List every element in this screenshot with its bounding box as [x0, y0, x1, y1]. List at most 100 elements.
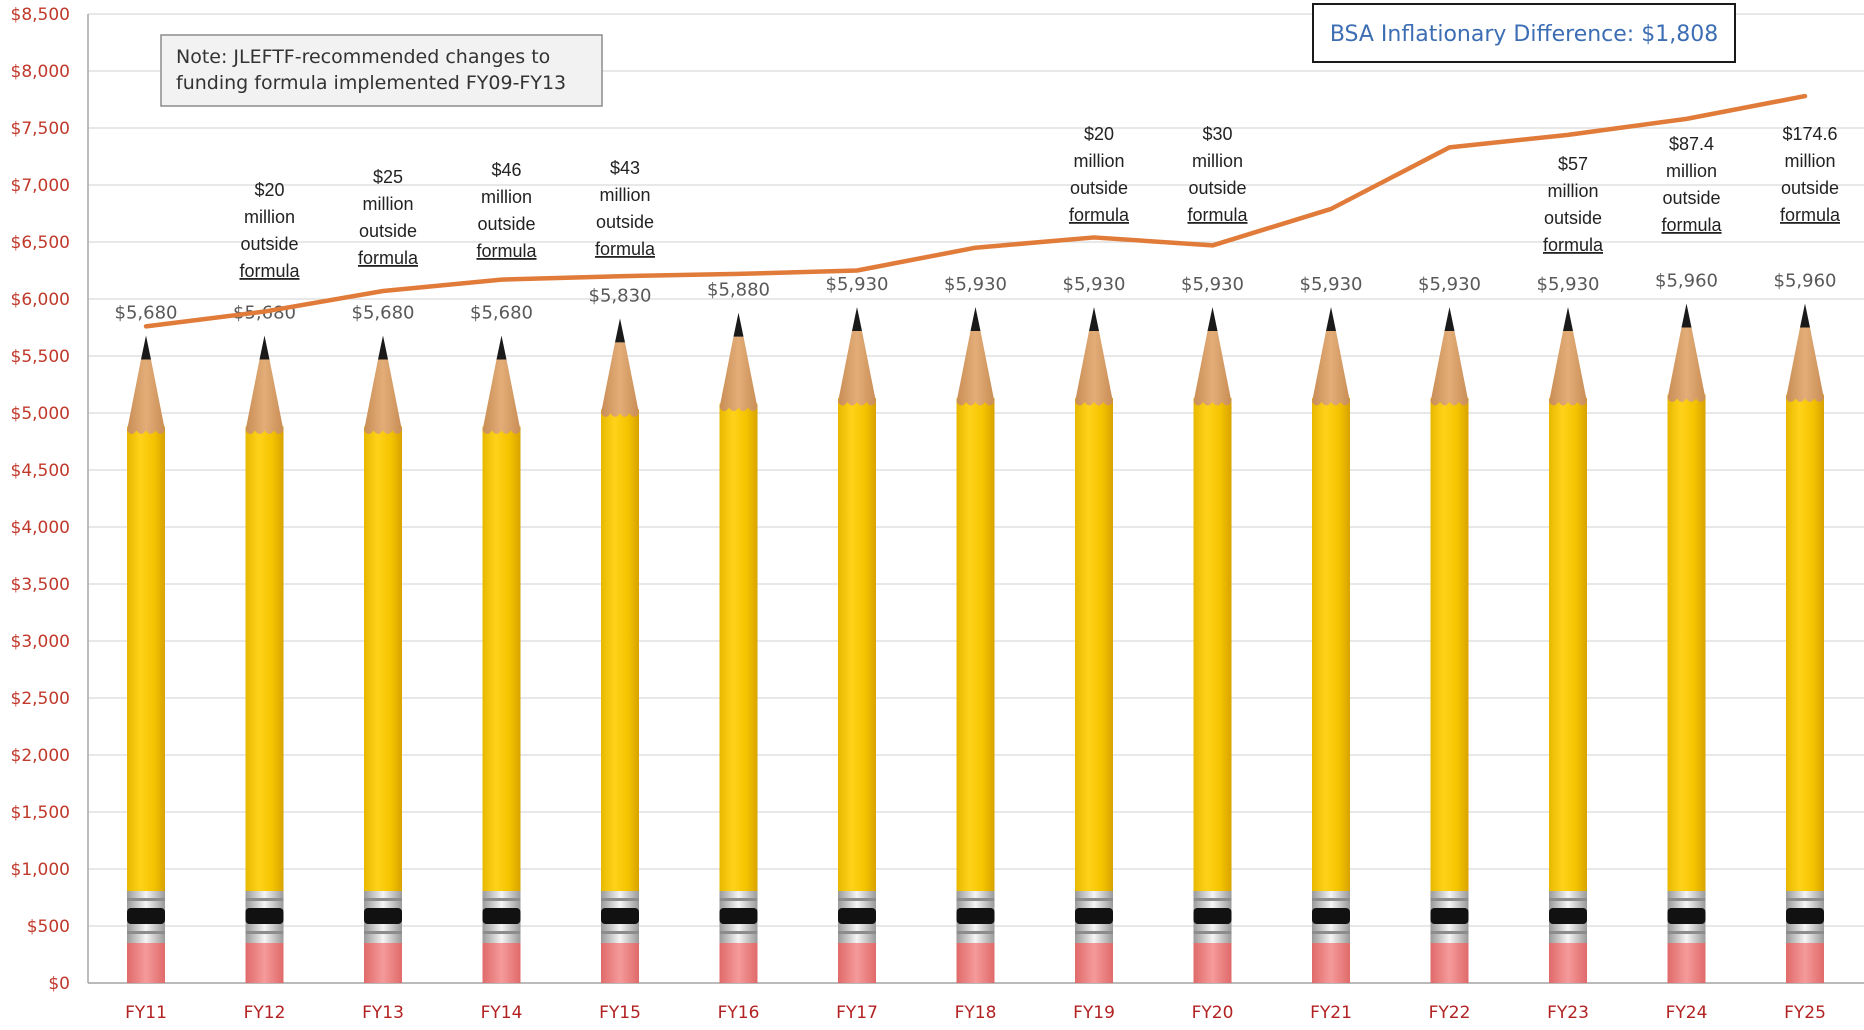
pencil-wood-tip — [838, 330, 876, 406]
pencil-band — [364, 908, 402, 924]
value-label: $5,680 — [352, 302, 415, 323]
pencil-bar — [245, 335, 284, 983]
annotation-line: outside — [240, 234, 298, 254]
pencil-ferrule-ridge — [956, 931, 995, 934]
note-line-2: funding formula implemented FY09-FY13 — [176, 72, 566, 94]
annotation-line: million — [1073, 151, 1124, 171]
pencil-ferrule-ridge — [1549, 931, 1587, 934]
y-tick-label: $3,500 — [11, 575, 70, 595]
pencil-ferrule-ridge — [482, 898, 521, 901]
pencil-eraser — [956, 943, 995, 983]
y-tick-label: $6,500 — [11, 233, 70, 253]
y-tick-label: $5,500 — [11, 347, 70, 367]
pencil-ferrule-ridge — [1075, 931, 1113, 934]
annotation: $87.4 million outside formula — [1661, 134, 1722, 235]
x-tick-label: FY20 — [1192, 1003, 1234, 1023]
y-tick-label: $500 — [27, 917, 70, 937]
pencil-body — [1549, 397, 1587, 891]
pencil-body — [1786, 394, 1824, 891]
annotation-line: formula — [358, 248, 419, 268]
annotation: $46 million outside formula — [476, 160, 537, 261]
bsa-callout-text: BSA Inflationary Difference: $1,808 — [1330, 22, 1718, 47]
pencil-ferrule-ridge — [956, 898, 995, 901]
pencil-body — [245, 426, 284, 891]
value-label: $5,930 — [1418, 274, 1481, 295]
pencil-lead — [1800, 303, 1810, 328]
annotation-line: formula — [1187, 205, 1248, 225]
pencil-ferrule-ridge — [1193, 898, 1232, 901]
x-axis: FY11 FY12 FY13 FY14 FY15 FY16 FY17 FY18 FY19 FY20… — [88, 982, 1864, 1023]
pencil-bar — [1312, 306, 1350, 983]
pencil-eraser — [364, 943, 402, 983]
y-tick-label: $0 — [48, 974, 70, 994]
pencil-eraser — [1667, 943, 1706, 983]
value-label: $5,960 — [1774, 271, 1837, 292]
pencil-lead — [970, 306, 981, 331]
pencil-bar — [719, 312, 758, 983]
note-box: Note: JLEFTF-recommended changes to fund… — [160, 34, 603, 107]
pencil-body — [1193, 397, 1232, 891]
pencil-ferrule-ridge — [601, 931, 639, 934]
pencil-bar — [1549, 306, 1587, 983]
pencil-lead — [378, 335, 388, 360]
pencil-band — [245, 908, 284, 924]
note-line-1: Note: JLEFTF-recommended changes to — [176, 46, 550, 68]
pencil-bar — [1667, 303, 1706, 983]
pencil-band — [838, 908, 876, 924]
pencil-bar — [1430, 306, 1469, 983]
pencil-body — [838, 397, 876, 891]
pencil-ferrule-ridge — [245, 898, 284, 901]
pencil-eraser — [245, 943, 284, 983]
pencil-wood-tip — [1786, 327, 1824, 403]
annotation-line: $57 — [1558, 154, 1588, 174]
pencil-ferrule-ridge — [719, 898, 758, 901]
annotation-line: $87.4 — [1669, 134, 1714, 154]
x-tick-label: FY18 — [955, 1003, 997, 1023]
pencil-band — [1549, 908, 1587, 924]
annotation: $43 million outside formula — [595, 158, 656, 259]
pencil-wood-tip — [364, 359, 402, 434]
annotation-line: outside — [1781, 178, 1839, 198]
pencil-lead — [1089, 306, 1099, 331]
value-label: $5,930 — [944, 274, 1007, 295]
value-label: $5,880 — [707, 280, 770, 301]
pencil-eraser — [1312, 943, 1350, 983]
pencil-band — [719, 908, 758, 924]
annotation-line: outside — [359, 221, 417, 241]
annotation-line: outside — [1070, 178, 1128, 198]
x-tick-label: FY11 — [125, 1003, 167, 1023]
pencil-ferrule-ridge — [245, 931, 284, 934]
pencil-band — [1667, 908, 1706, 924]
x-tick-label: FY19 — [1073, 1003, 1115, 1023]
pencil-bar — [956, 306, 995, 983]
annotation-line: million — [362, 194, 413, 214]
pencil-body — [364, 426, 402, 891]
annotation-line: outside — [596, 212, 654, 232]
x-tick-label: FY13 — [362, 1003, 404, 1023]
x-tick-label: FY24 — [1666, 1003, 1708, 1023]
annotation: $57 million outside formula — [1543, 154, 1604, 255]
pencil-eraser — [719, 943, 758, 983]
value-label: $5,930 — [1537, 274, 1600, 295]
pencil-eraser — [1075, 943, 1113, 983]
annotation-line: formula — [476, 241, 537, 261]
pencil-ferrule-ridge — [719, 931, 758, 934]
annotation-line: million — [481, 187, 532, 207]
y-axis: $0 $500 $1,000 $1,500 $2,000 $2,500 $3,000 $3,5… — [11, 5, 89, 994]
pencil-lead — [141, 335, 151, 360]
pencil-body — [719, 403, 758, 891]
annotation-line: million — [1192, 151, 1243, 171]
pencil-wood-tip — [719, 336, 758, 412]
annotation: $25 million outside formula — [358, 167, 419, 268]
x-tick-label: FY23 — [1547, 1003, 1589, 1023]
x-tick-label: FY25 — [1784, 1003, 1826, 1023]
pencil-bar — [1075, 306, 1113, 983]
annotation-line: formula — [1543, 235, 1604, 255]
pencil-wood-tip — [1075, 330, 1113, 406]
pencil-ferrule-ridge — [838, 931, 876, 934]
pencil-bar — [482, 335, 521, 983]
pencil-body — [956, 397, 995, 891]
value-label: $5,680 — [470, 302, 533, 323]
y-tick-label: $2,500 — [11, 689, 70, 709]
annotation-line: $20 — [1084, 124, 1114, 144]
